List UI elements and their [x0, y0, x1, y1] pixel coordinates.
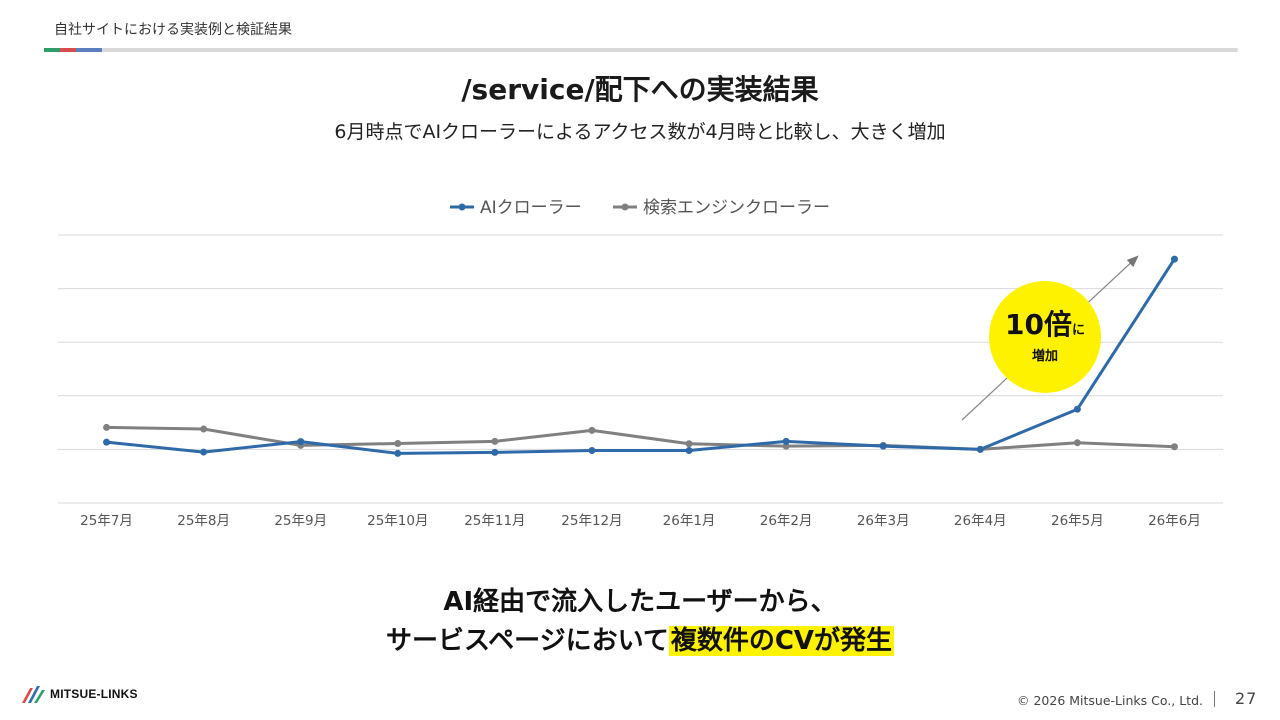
callout-increase-label: 増加: [1031, 348, 1058, 364]
conclusion-line-2: サービスページにおいて複数件のCVが発生: [0, 620, 1280, 657]
data-point: [200, 425, 208, 433]
conclusion-highlight: 複数件のCVが発生: [668, 626, 895, 656]
conclusion-prefix: サービスページにおいて: [385, 626, 669, 656]
legend-label: AIクローラー: [480, 198, 582, 218]
page-divider: [1214, 691, 1215, 707]
data-point: [491, 448, 499, 456]
callout-multiplier: 10倍: [1005, 307, 1072, 341]
data-point: [782, 437, 790, 445]
data-point: [1073, 405, 1081, 413]
data-point: [976, 445, 984, 453]
x-tick-label: 25年12月: [561, 513, 622, 529]
data-point: [782, 442, 790, 450]
data-point: [1073, 439, 1081, 447]
data-point: [394, 440, 402, 448]
series-line-0: [106, 258, 1176, 455]
data-point: [685, 440, 693, 448]
data-point: [1170, 255, 1178, 263]
data-point: [879, 442, 887, 450]
slide-subtitle: 6月時点でAIクローラーによるアクセス数が4月時と比較し、大きく増加: [334, 121, 946, 143]
data-point: [685, 446, 693, 454]
company-logo: MITSUE-LINKS: [20, 684, 138, 704]
legend-swatch-marker: [621, 203, 629, 211]
logo-mark-icon: [22, 686, 45, 703]
data-point: [588, 426, 596, 434]
slide-title: /service/配下への実装結果: [461, 73, 819, 106]
data-point: [200, 448, 208, 456]
x-tick-label: 25年9月: [274, 513, 327, 529]
data-point: [394, 449, 402, 457]
data-point: [103, 438, 111, 446]
data-point: [491, 437, 499, 445]
data-point: [588, 446, 596, 454]
callout-headline: 10倍に: [1005, 307, 1085, 341]
growth-callout: 10倍に 増加: [989, 281, 1101, 393]
section-label: 自社サイトにおける実装例と検証結果: [54, 22, 292, 38]
x-tick-label: 25年11月: [464, 513, 525, 529]
header-accent-green: [44, 48, 60, 52]
page-number: 27: [1235, 689, 1258, 708]
x-tick-label: 26年5月: [1051, 513, 1104, 529]
header-rule: [44, 48, 1238, 52]
x-tick-label: 26年4月: [954, 513, 1007, 529]
header-accent-blue: [76, 48, 102, 52]
copyright: © 2026 Mitsue-Links Co., Ltd.: [1017, 693, 1203, 708]
callout-particle: に: [1071, 322, 1085, 338]
data-point: [297, 438, 305, 446]
logo-text: MITSUE-LINKS: [50, 687, 138, 701]
x-tick-label: 25年7月: [80, 513, 133, 529]
x-tick-label: 25年8月: [177, 513, 230, 529]
x-tick-label: 26年2月: [760, 513, 813, 529]
x-tick-label: 26年6月: [1148, 513, 1201, 529]
x-tick-label: 25年10月: [367, 513, 428, 529]
legend-swatch-marker: [458, 203, 466, 211]
data-point: [103, 423, 111, 431]
header-accent-red: [60, 48, 76, 52]
x-tick-label: 26年3月: [857, 513, 910, 529]
line-chart: 25年7月 25年8月 25年9月 25年10月 25年11月 25年12月 26年1月 26…: [58, 198, 1223, 529]
legend-label: 検索エンジンクローラー: [643, 198, 830, 218]
data-point: [1170, 443, 1178, 451]
conclusion-line-1: AI経由で流入したユーザーから、: [443, 587, 837, 617]
x-tick-label: 26年1月: [663, 513, 716, 529]
